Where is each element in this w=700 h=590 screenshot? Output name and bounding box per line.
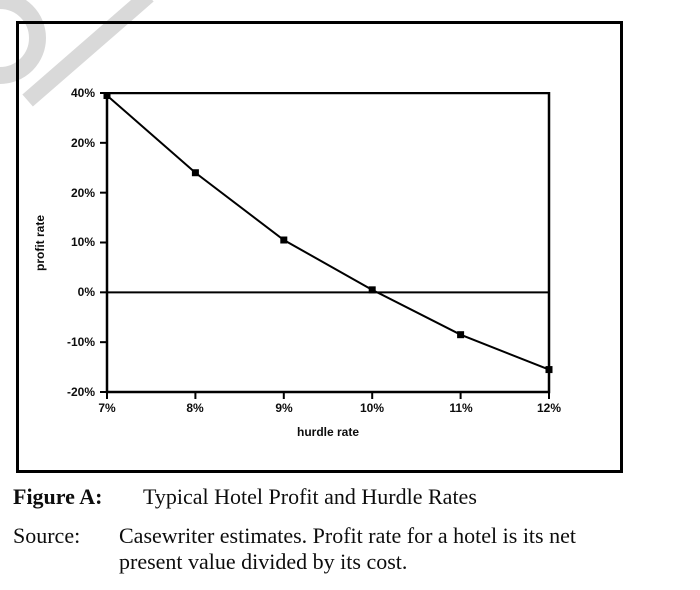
y-tick-label: 20%	[70, 136, 95, 150]
figure-title: Typical Hotel Profit and Hurdle Rates	[143, 484, 477, 509]
y-tick-label: 20%	[70, 186, 95, 200]
y-tick-label: 0%	[77, 285, 95, 299]
source-text-line: Casewriter estimates. Profit rate for a …	[119, 523, 576, 548]
x-tick-label: 11%	[449, 401, 473, 415]
y-tick-label: -20%	[66, 385, 95, 399]
data-point-marker	[191, 169, 199, 177]
series-line	[106, 94, 550, 371]
source-label: Source:	[13, 523, 81, 548]
data-point-marker	[103, 92, 111, 99]
x-tick-label: 12%	[536, 401, 562, 415]
figure-border-box	[16, 21, 623, 473]
data-point-marker	[368, 286, 376, 294]
x-tick-label: 9%	[275, 401, 293, 415]
y-tick-label: 10%	[70, 235, 95, 249]
figure-label: Figure A:	[13, 484, 103, 509]
source-text-line: present value divided by its cost.	[119, 549, 408, 574]
source-text: Casewriter estimates. Profit rate for a …	[119, 523, 576, 575]
data-point-marker	[280, 236, 288, 244]
plot-border	[105, 92, 551, 394]
x-tick-label: 10%	[359, 401, 385, 415]
x-tick-label: 8%	[186, 401, 204, 415]
data-point-marker	[457, 331, 465, 339]
line-chart-plot	[100, 92, 553, 399]
y-axis-title: profit rate	[33, 214, 47, 272]
x-tick-label: 7%	[98, 401, 116, 415]
y-tick-label: 40%	[70, 86, 95, 100]
y-tick-label: -10%	[66, 335, 95, 349]
data-point-marker	[545, 366, 553, 374]
x-axis-title: hurdle rate	[296, 425, 359, 439]
